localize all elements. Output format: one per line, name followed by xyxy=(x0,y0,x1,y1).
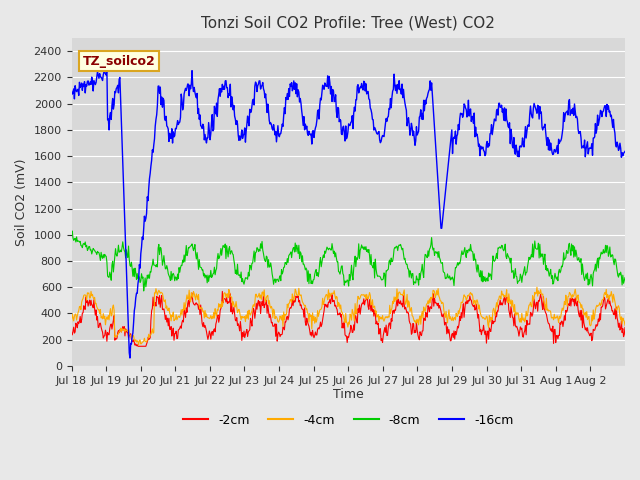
Text: TZ_soilco2: TZ_soilco2 xyxy=(83,55,156,68)
Legend: -2cm, -4cm, -8cm, -16cm: -2cm, -4cm, -8cm, -16cm xyxy=(178,409,518,432)
X-axis label: Time: Time xyxy=(333,388,364,401)
Y-axis label: Soil CO2 (mV): Soil CO2 (mV) xyxy=(15,158,28,246)
Title: Tonzi Soil CO2 Profile: Tree (West) CO2: Tonzi Soil CO2 Profile: Tree (West) CO2 xyxy=(202,15,495,30)
